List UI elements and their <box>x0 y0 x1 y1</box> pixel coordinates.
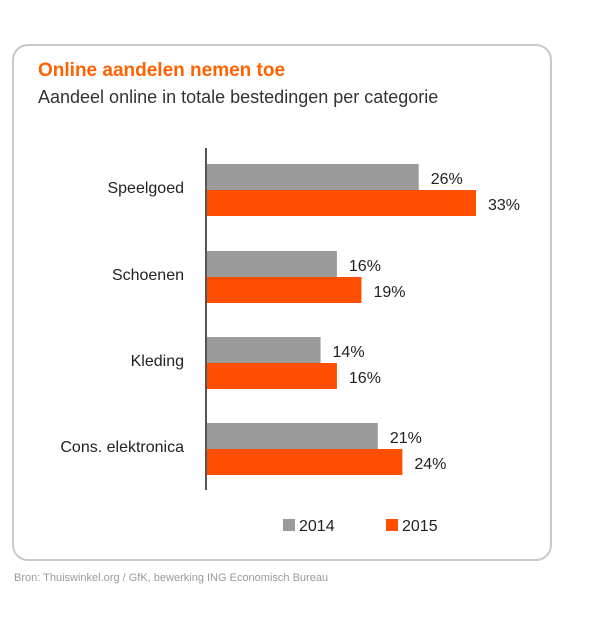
legend-label: 2015 <box>402 518 438 535</box>
data-label: 21% <box>390 430 422 447</box>
category-label: Cons. elektronica <box>60 439 184 456</box>
chart-title: Online aandelen nemen toe <box>38 60 286 81</box>
category-label: Schoenen <box>112 267 184 284</box>
data-label: 19% <box>373 284 405 301</box>
bar-2014 <box>206 164 419 190</box>
bar-2015 <box>206 277 362 303</box>
legend-swatch <box>283 519 295 531</box>
bar-2015 <box>206 449 403 475</box>
data-label: 26% <box>431 171 463 188</box>
data-label: 24% <box>414 456 446 473</box>
data-label: 16% <box>349 370 381 387</box>
legend-label: 2014 <box>299 518 335 535</box>
data-label: 33% <box>488 197 520 214</box>
bar-2014 <box>206 251 337 277</box>
bar-2015 <box>206 190 476 216</box>
data-label: 16% <box>349 258 381 275</box>
legend-swatch <box>386 519 398 531</box>
bar-2014 <box>206 337 321 363</box>
bar-2015 <box>206 363 337 389</box>
bar-2014 <box>206 423 378 449</box>
category-label: Kleding <box>131 353 184 370</box>
category-label: Speelgoed <box>107 180 184 197</box>
data-label: 14% <box>333 344 365 361</box>
chart-subtitle: Aandeel online in totale bestedingen per… <box>38 87 439 107</box>
source-note: Bron: Thuiswinkel.org / GfK, bewerking I… <box>14 572 329 584</box>
